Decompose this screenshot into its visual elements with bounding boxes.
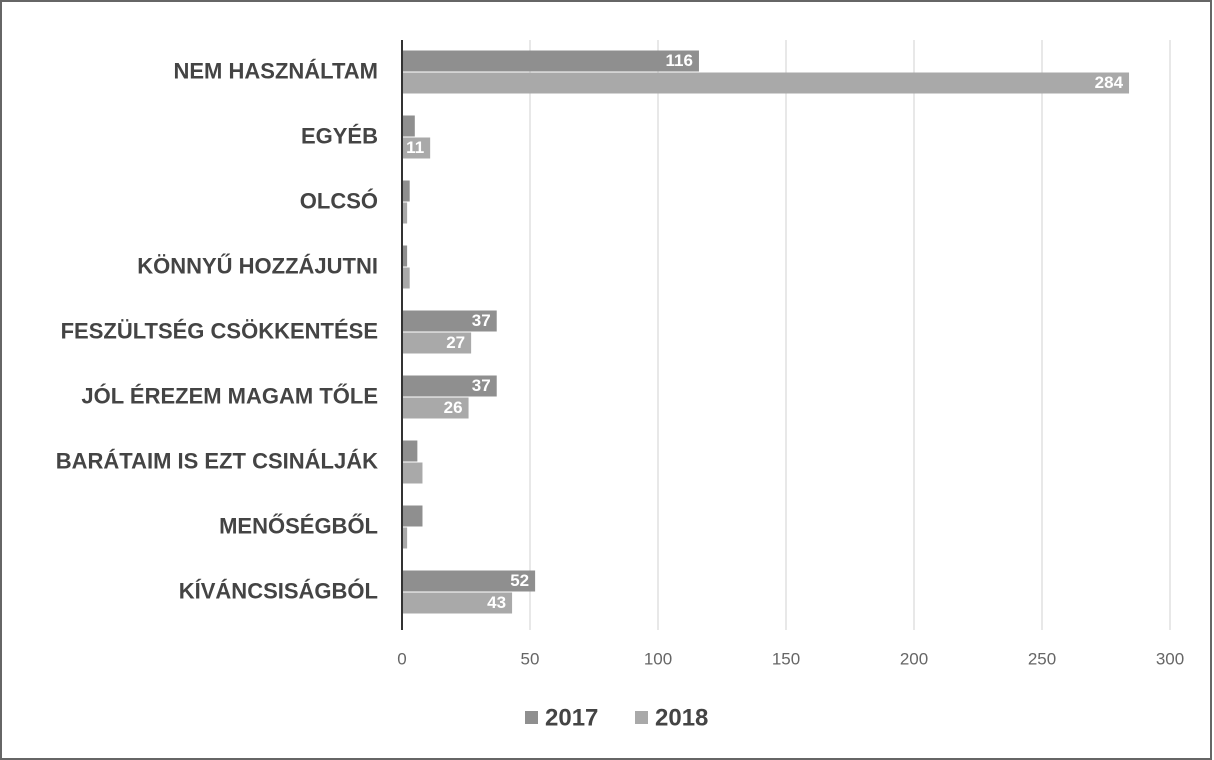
x-tick-label: 300	[1156, 649, 1184, 668]
category-label: JÓL ÉREZEM MAGAM TŐLE	[81, 383, 378, 408]
category-label: KÖNNYŰ HOZZÁJUTNI	[137, 253, 378, 278]
data-label: 116	[666, 51, 693, 70]
category-label: EGYÉB	[301, 123, 378, 148]
bar	[402, 137, 431, 159]
x-tick-label: 0	[397, 649, 406, 668]
category-label: OLCSÓ	[300, 188, 378, 213]
data-label: 37	[472, 311, 491, 330]
bar	[402, 570, 536, 592]
category-label: FESZÜLTSÉG CSÖKKENTÉSE	[61, 318, 378, 343]
bar	[402, 505, 423, 527]
bar	[402, 592, 513, 614]
bar	[402, 50, 699, 72]
legend-label: 2017	[545, 704, 598, 731]
legend-swatch	[635, 711, 648, 724]
bar	[402, 440, 418, 462]
bar	[402, 245, 408, 267]
legend-label: 2018	[655, 704, 708, 731]
legend-swatch	[525, 711, 538, 724]
bar	[402, 72, 1130, 94]
bar	[402, 115, 415, 137]
data-label: 37	[472, 376, 491, 395]
bar	[402, 332, 472, 354]
bar	[402, 310, 497, 332]
data-label: 284	[1095, 73, 1124, 92]
data-label: 52	[510, 571, 529, 590]
bar	[402, 527, 408, 549]
data-label: 11	[406, 138, 424, 157]
x-tick-label: 250	[1028, 649, 1056, 668]
data-label: 26	[444, 398, 463, 417]
bar	[402, 462, 423, 484]
bar	[402, 375, 497, 397]
bar	[402, 267, 410, 289]
x-tick-label: 200	[900, 649, 928, 668]
category-label: NEM HASZNÁLTAM	[174, 58, 379, 83]
category-label: BARÁTAIM IS EZT CSINÁLJÁK	[56, 448, 378, 473]
category-label: KÍVÁNCSISÁGBÓL	[179, 578, 378, 603]
data-label: 43	[487, 593, 506, 612]
bar	[402, 397, 469, 419]
x-tick-label: 100	[644, 649, 672, 668]
category-label: MENŐSÉGBŐL	[219, 513, 378, 538]
bar	[402, 180, 410, 202]
x-tick-label: 150	[772, 649, 800, 668]
x-tick-label: 50	[521, 649, 540, 668]
bar	[402, 202, 408, 224]
data-label: 27	[446, 333, 465, 352]
